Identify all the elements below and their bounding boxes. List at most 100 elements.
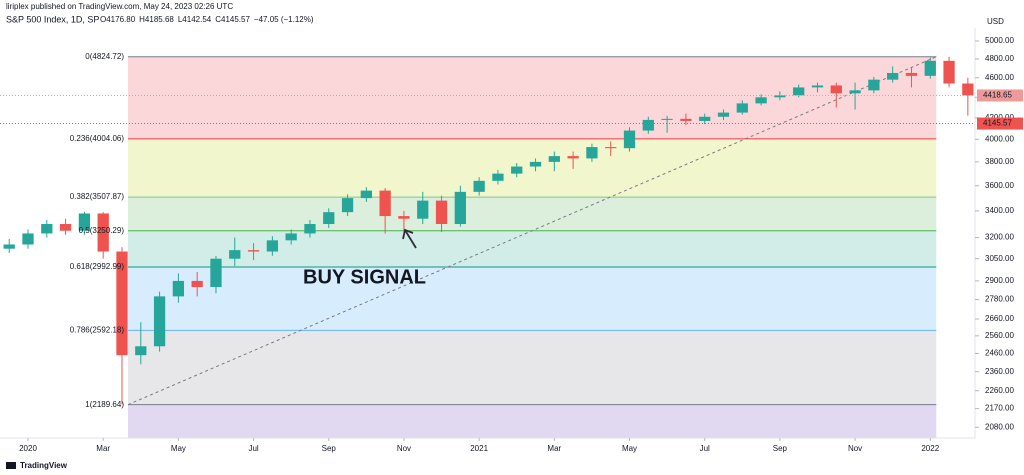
candle-body <box>774 95 786 98</box>
candle-body <box>529 161 542 167</box>
fib-band <box>128 197 937 231</box>
y-tick-label: 2170.00 <box>985 404 1014 413</box>
price-label: 4418.65 <box>983 91 1012 100</box>
candle-body <box>793 87 805 96</box>
publisher: liriplex published on TradingView.com, M… <box>6 2 233 11</box>
candle-body <box>172 280 185 297</box>
candle-body <box>285 233 297 241</box>
fib-label: 0(4824.72) <box>85 52 124 61</box>
y-tick-label: 4000.00 <box>985 134 1014 143</box>
candle-body <box>586 147 598 159</box>
y-tick-label: 3400.00 <box>985 206 1014 215</box>
x-tick-label: Mar <box>547 444 561 453</box>
legend-value: O4176.80 <box>100 15 136 24</box>
fib-label: 1(2189.64) <box>85 400 124 409</box>
candle-body <box>962 83 974 96</box>
candle-body <box>680 118 692 121</box>
fib-label: 0.236(4004.06) <box>70 134 125 143</box>
candle-body <box>755 97 767 104</box>
candle-body <box>849 90 861 94</box>
fib-band <box>128 330 937 405</box>
candle-body <box>830 85 842 94</box>
y-tick-label: 2560.00 <box>985 331 1014 340</box>
x-tick-label: Jul <box>248 444 258 453</box>
price-box <box>977 89 1023 102</box>
candle-body <box>868 79 880 91</box>
candle-body <box>135 346 147 356</box>
y-tick-label: 4800.00 <box>985 54 1014 63</box>
candle-body <box>699 116 711 121</box>
fib-label: 0.786(2592.18) <box>70 325 125 334</box>
candle-body <box>435 200 448 225</box>
fib-label: 0.382(3507.87) <box>70 192 125 201</box>
y-tick-label: 2260.00 <box>985 386 1014 395</box>
candle-body <box>360 190 372 199</box>
footer: TradingView <box>20 461 68 470</box>
y-tick-label: 2900.00 <box>985 276 1014 285</box>
candle-body <box>473 180 485 192</box>
fib-band <box>128 267 937 331</box>
candle-body <box>247 250 260 252</box>
x-tick-label: 2021 <box>470 444 488 453</box>
y-tick-label: 4200.00 <box>985 113 1014 122</box>
x-tick-label: 2020 <box>19 444 37 453</box>
y-tick-label: 2080.00 <box>985 422 1014 431</box>
fib-label: 0.618(2992.99) <box>70 262 125 271</box>
candle-body <box>22 233 34 245</box>
candle-body <box>229 250 241 259</box>
axis-unit: USD <box>987 17 1004 26</box>
candle-body <box>605 147 617 149</box>
candle-body <box>811 85 824 88</box>
legend-value: L4142.54 <box>178 15 212 24</box>
candle-body <box>642 119 654 131</box>
candle-body <box>266 240 279 252</box>
candle-body <box>341 198 354 213</box>
candle-body <box>567 156 579 159</box>
arrow <box>402 228 417 249</box>
candle-body <box>323 212 335 225</box>
candle-body <box>492 173 504 181</box>
price-label: 4145.57 <box>983 119 1012 128</box>
annotation: BUY SIGNAL <box>303 266 426 288</box>
y-tick-label: 3600.00 <box>985 181 1014 190</box>
candle-body <box>417 200 429 219</box>
fib-band <box>128 404 937 438</box>
price-box <box>977 117 1023 130</box>
candle-body <box>379 190 391 217</box>
candle-body <box>210 258 222 288</box>
y-tick-label: 3050.00 <box>985 254 1014 263</box>
candle-body <box>304 224 316 234</box>
candle-body <box>717 112 730 117</box>
plot <box>0 56 975 438</box>
candle-body <box>511 166 523 174</box>
x-tick-label: 2022 <box>921 444 939 453</box>
y-tick-label: 4600.00 <box>985 73 1014 82</box>
candle-body <box>548 156 560 162</box>
chart-title: S&P 500 Index, 1D, SP <box>6 14 99 24</box>
candle-body <box>41 224 53 234</box>
candle-body <box>78 213 91 231</box>
y-tick-label: 3200.00 <box>985 233 1014 242</box>
x-tick-label: Sep <box>322 444 337 453</box>
legend-value: C4145.57 <box>215 15 250 24</box>
y-tick-label: 3800.00 <box>985 157 1014 166</box>
legend-value: H4185.68 <box>139 15 174 24</box>
legend-value: −47.05 (−1.12%) <box>254 15 314 24</box>
candle-body <box>736 103 748 113</box>
fib-label: 0.5(3250.29) <box>79 226 125 235</box>
fib-band <box>128 230 937 268</box>
candle-body <box>661 118 673 120</box>
x-tick-label: Sep <box>773 444 788 453</box>
candle-body <box>3 244 15 249</box>
y-tick-label: 2460.00 <box>985 348 1014 357</box>
x-tick-label: Nov <box>848 444 862 453</box>
candle-body <box>59 224 72 231</box>
candle-body <box>116 251 128 356</box>
trend-line <box>127 56 937 406</box>
logo <box>6 462 16 469</box>
fib-band <box>128 56 937 139</box>
x-tick-label: Mar <box>96 444 110 453</box>
candle-body <box>191 280 203 288</box>
candle-body <box>454 191 466 225</box>
